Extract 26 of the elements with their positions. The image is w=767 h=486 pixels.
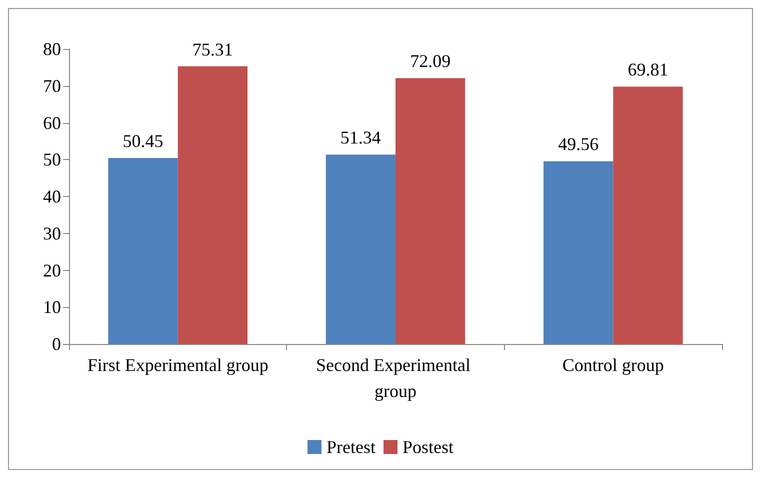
legend-label: Pretest: [326, 437, 376, 457]
y-tick-label: 10: [43, 297, 61, 318]
y-tick-label: 70: [43, 76, 61, 96]
data-label: 50.45: [122, 130, 164, 151]
x-tick-label: Second Experimental group: [316, 355, 475, 401]
data-label: 69.81: [628, 60, 668, 80]
legend-label: Postest: [402, 437, 454, 457]
bar: [544, 161, 614, 344]
y-tick-label: 40: [43, 186, 61, 206]
data-label: 51.34: [340, 128, 381, 148]
y-tick-label: 20: [43, 260, 61, 280]
bar: [108, 158, 178, 344]
y-tick-label: 80: [43, 39, 61, 59]
y-tick-label: 0: [52, 334, 61, 354]
data-label: 75.31: [192, 39, 233, 60]
bar: [396, 78, 466, 344]
data-label: 49.56: [558, 134, 599, 154]
data-label: 72.09: [410, 51, 451, 72]
x-tick-label: First Experimental group: [87, 355, 268, 375]
bar: [178, 66, 248, 344]
bar: [613, 86, 683, 344]
y-tick-label: 60: [43, 112, 61, 133]
y-tick-label: 30: [43, 223, 61, 244]
x-tick-label: Control group: [562, 355, 664, 375]
y-tick-label: 50: [43, 150, 61, 170]
bar: [326, 154, 396, 344]
